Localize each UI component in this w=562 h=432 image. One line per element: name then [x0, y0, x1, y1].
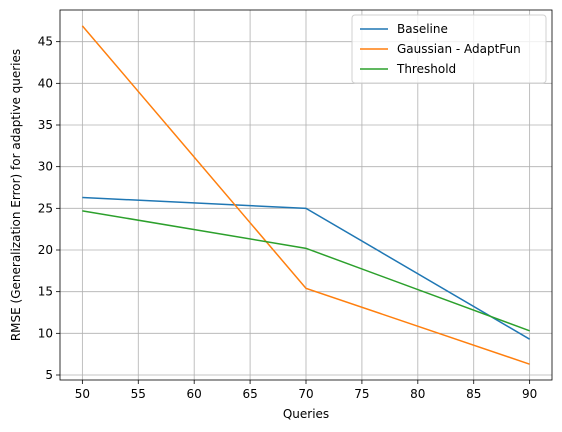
x-tick-label: 90	[522, 387, 537, 401]
y-axis-ticks: 5 10 15 20 25 30 35 40 45	[38, 35, 60, 382]
y-tick-label: 40	[38, 76, 53, 90]
x-tick-label: 85	[466, 387, 481, 401]
x-tick-label: 70	[298, 387, 313, 401]
series-line-1	[82, 196, 531, 340]
legend: Baseline Gaussian - AdaptFun Threshold	[351, 14, 547, 84]
x-axis-label: Queries	[283, 407, 329, 421]
series-line-3	[82, 210, 530, 332]
y-axis-label: RMSE (Generalization Error) for adaptive…	[9, 49, 23, 341]
y-tick-label: 25	[38, 201, 53, 215]
legend-label: Baseline	[397, 22, 448, 36]
x-tick-label: 55	[131, 387, 146, 401]
series-lines	[81, 25, 531, 365]
y-tick-label: 15	[38, 285, 53, 299]
y-tick-label: 35	[38, 118, 53, 132]
series-line-2	[81, 25, 530, 365]
x-tick-label: 80	[410, 387, 425, 401]
x-tick-label: 60	[187, 387, 202, 401]
x-axis-ticks: 50 55 60 65 70 75 80 85 90	[75, 380, 537, 401]
y-tick-label: 30	[38, 160, 53, 174]
y-tick-label: 10	[38, 326, 53, 340]
y-tick-label: 20	[38, 243, 53, 257]
y-tick-label: 45	[38, 35, 53, 49]
x-tick-label: 50	[75, 387, 90, 401]
y-tick-label: 5	[45, 368, 53, 382]
legend-label: Gaussian - AdaptFun	[397, 42, 521, 56]
legend-label: Threshold	[396, 62, 456, 76]
x-tick-label: 75	[354, 387, 369, 401]
legend-box	[351, 14, 547, 84]
x-tick-label: 65	[242, 387, 257, 401]
